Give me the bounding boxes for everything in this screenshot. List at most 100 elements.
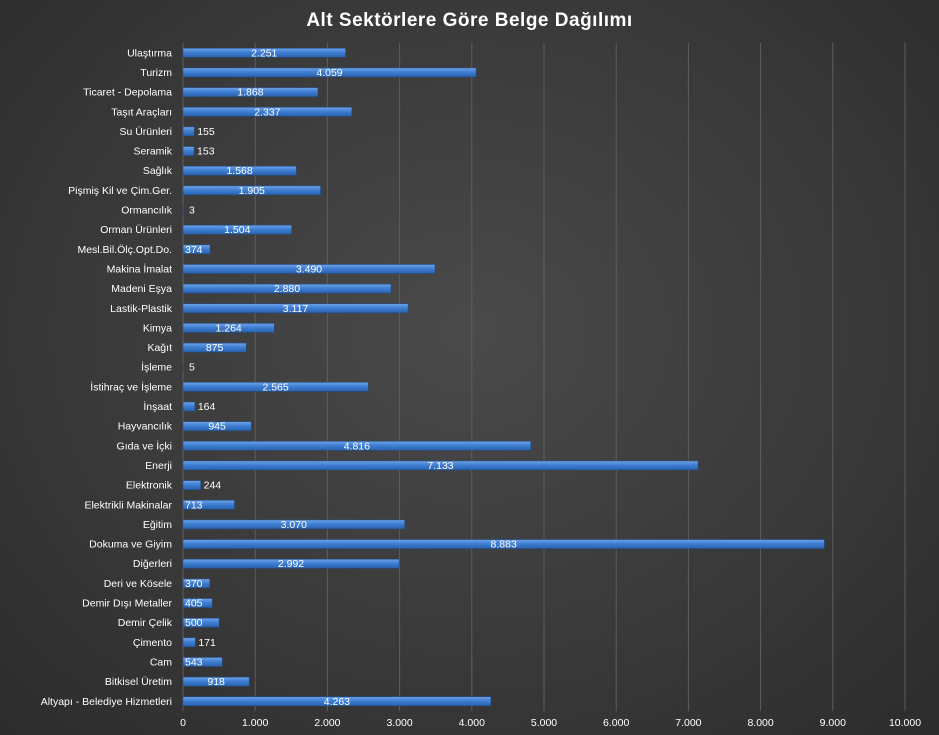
bar [182, 598, 213, 608]
bar [182, 224, 292, 235]
category-label: Ulaştırma [127, 47, 172, 59]
value-label: 500 [185, 617, 203, 629]
value-label: 3.117 [283, 303, 309, 315]
category-label: Demir Çelik [118, 617, 173, 629]
bar [182, 165, 297, 176]
category-label: Seramik [133, 146, 172, 158]
bar [182, 460, 699, 471]
value-label: 7.133 [427, 460, 453, 472]
bar [182, 205, 184, 215]
value-label: 2.565 [262, 381, 288, 393]
value-label: 945 [208, 421, 226, 433]
category-label: Elektronik [126, 480, 173, 492]
category-label: Gıda ve İçki [117, 439, 172, 452]
bar [182, 126, 195, 137]
value-label: 713 [185, 499, 203, 511]
value-label: 244 [204, 480, 222, 492]
bar [182, 578, 210, 589]
bar [182, 637, 196, 648]
bar [182, 323, 275, 333]
bar [182, 244, 211, 255]
value-label: 1.868 [237, 87, 263, 99]
bar [182, 382, 369, 392]
bar [182, 146, 195, 156]
bar [182, 48, 346, 58]
category-label: Cam [150, 656, 172, 668]
category-label: Çimento [133, 637, 172, 649]
value-label: 1.264 [215, 322, 241, 334]
category-label: Enerji [145, 460, 172, 472]
value-label: 8.883 [491, 539, 517, 551]
category-label: İnşaat [143, 400, 172, 413]
bar [182, 87, 319, 97]
category-label: Elektrikli Makinalar [84, 499, 172, 511]
value-label: 370 [185, 578, 203, 590]
value-label: 3.490 [296, 263, 322, 275]
category-label: Hayvancılık [118, 421, 173, 433]
value-label: 4.059 [316, 67, 342, 79]
label-layer: Ulaştırma 2.251 Turizm 4.059 Ticaret - Depol… [41, 47, 517, 707]
x-tick-label: 10.000 [889, 717, 921, 729]
category-label: Turizm [140, 67, 172, 79]
value-label: 2.880 [274, 283, 300, 295]
bar [182, 421, 252, 431]
bar [182, 362, 184, 372]
x-tick-label: 2.000 [314, 717, 340, 729]
bar [182, 676, 250, 687]
bar [182, 441, 531, 451]
value-label: 1.568 [226, 165, 252, 177]
x-tick-label: 9.000 [820, 717, 846, 729]
category-label: Altyapı - Belediye Hizmetleri [41, 696, 172, 708]
bar [182, 480, 201, 490]
category-label: Demir Dışı Metaller [82, 598, 172, 610]
value-label: 543 [185, 656, 203, 668]
x-tick-label: 8.000 [747, 717, 773, 729]
value-label: 155 [197, 126, 215, 138]
x-tick-label: 1.000 [242, 717, 268, 729]
x-tick-label: 0 [180, 717, 186, 729]
category-label: Diğerleri [133, 558, 172, 570]
category-label: Mesl.Bil.Ölç.Opt.Do. [77, 244, 172, 256]
value-label: 171 [198, 637, 216, 649]
category-label: Taşıt Araçları [111, 106, 172, 118]
value-label: 2.992 [278, 558, 304, 570]
value-label: 1.905 [239, 185, 265, 197]
bar [182, 401, 196, 412]
value-label: 875 [206, 342, 224, 354]
bar-layer [182, 48, 825, 707]
category-label: Dokuma ve Giyim [89, 539, 172, 551]
bar [182, 67, 477, 78]
bar [182, 657, 223, 667]
x-axis-ticks: 0 1.000 2.000 3.000 4.000 5.000 6.000 7.000 8.00… [180, 717, 921, 729]
value-label: 2.251 [251, 47, 277, 59]
value-label: 1.504 [224, 224, 250, 236]
value-label: 153 [197, 146, 215, 158]
category-label: Lastik-Plastik [110, 303, 173, 315]
category-label: İşleme [141, 361, 172, 374]
chart-title: Alt Sektörlere Göre Belge Dağılımı [306, 10, 633, 31]
grid-layer [182, 43, 906, 712]
category-label: Pişmiş Kil ve Çim.Ger. [68, 185, 172, 197]
category-label: Ormancılık [121, 205, 173, 217]
value-label: 918 [207, 676, 225, 688]
category-label: Su Ürünleri [119, 126, 172, 138]
bar [182, 558, 400, 569]
category-label: Kağıt [147, 342, 172, 354]
value-label: 4.263 [324, 696, 350, 708]
bar [182, 342, 247, 353]
category-label: Madeni Eşya [111, 283, 172, 295]
value-label: 3.070 [281, 519, 307, 531]
category-label: Ticaret - Depolama [83, 87, 172, 99]
x-tick-label: 4.000 [459, 717, 485, 729]
category-label: Sağlık [143, 165, 173, 177]
category-label: İstihraç ve İşleme [90, 380, 172, 393]
bar [182, 519, 405, 530]
bar [182, 539, 825, 549]
category-label: Kimya [143, 322, 172, 334]
category-label: Orman Ürünleri [100, 224, 172, 236]
bar [182, 264, 436, 274]
x-tick-label: 7.000 [675, 717, 701, 729]
bar [182, 283, 392, 294]
x-tick-label: 5.000 [531, 717, 557, 729]
